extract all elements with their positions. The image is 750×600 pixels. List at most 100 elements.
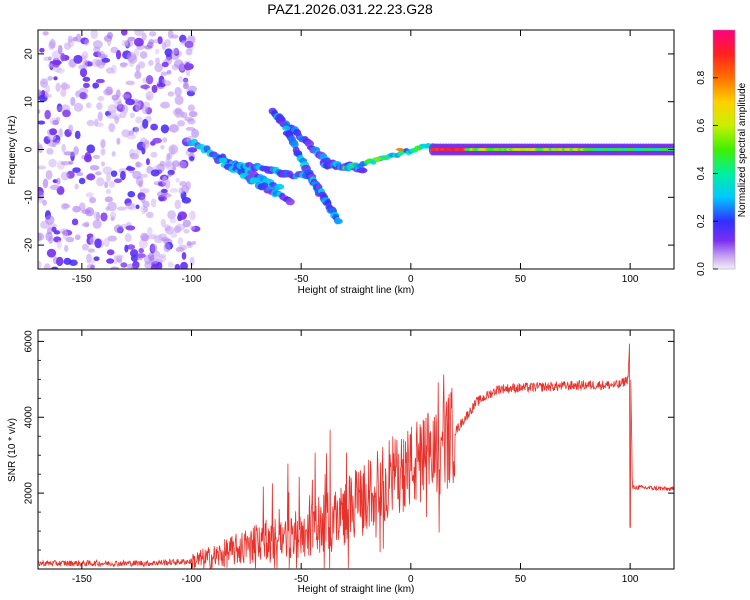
spectrogram-blob [121,39,129,47]
spectrogram-blob [92,219,102,229]
spectrogram-blob [135,102,141,112]
spectrogram-blob [89,196,97,204]
spectrogram-blob [114,115,119,125]
spectrogram-blob [38,260,42,269]
spectrogram-y-label: Frequency (Hz) [7,116,18,185]
spectrogram-blob [106,32,114,39]
spectrogram-blob [56,106,63,112]
spectrogram-blob [49,38,56,49]
spectrogram-blob [178,244,188,251]
spectrogram-blob [154,235,164,244]
spectrogram-blob [97,95,105,102]
spectrogram-blob [290,140,299,149]
spectrogram-blob [63,257,72,265]
spectrogram-blob [136,255,143,261]
spectrogram-blob [86,259,96,265]
spectrogram-blob [188,111,198,118]
snr-y-tick-label: 2000 [24,482,35,505]
spectrogram-blob [139,188,150,194]
spectrogram-blob [183,78,189,87]
spectrogram-blob [124,244,129,253]
spectrogram-blob [172,166,177,171]
spectrogram-y-tick-label: -10 [24,190,35,205]
spectrogram-x-tick-label: -100 [182,274,202,285]
spectrogram-blob [97,50,106,59]
spectrogram-blob [45,215,55,225]
spectrogram-blob [44,109,51,120]
spectrogram-blob [60,53,66,62]
spectrogram-blob [148,39,155,45]
spectrogram-blob [180,112,188,119]
spectrogram-blob [55,116,61,122]
spectrogram-blob [74,183,79,190]
spectrogram-blob [105,188,112,195]
spectrogram-blob [87,248,96,253]
spectrogram-blob [115,49,122,60]
snr-x-tick-label: 50 [515,574,527,585]
spectrogram-blob [154,48,160,55]
spectrogram-x-tick-label: 50 [515,274,527,285]
spectrogram-blob [146,211,154,219]
spectrogram-blob [160,124,170,134]
spectrogram-blob [60,160,71,166]
spectrogram-blob [334,218,343,225]
spectrogram-blob [131,265,137,269]
spectrogram-blob [96,102,103,111]
spectrogram-blob [106,36,112,47]
snr-x-tick-label: 100 [622,574,639,585]
spectrogram-blob [170,232,178,238]
spectrogram-blob [175,223,186,232]
spectrogram-blob [38,144,43,154]
spectrogram-blob [72,205,81,213]
spectrogram-blob [155,261,163,269]
spectrogram-blob [185,126,196,131]
spectrogram-blob [104,196,113,203]
spectrogram-x-tick-label: 100 [622,274,639,285]
spectrogram-blob [92,40,103,49]
spectrogram-blob [48,236,54,245]
spectrogram-blob [187,118,196,125]
spectrogram-blob [163,242,171,253]
spectrogram-blob [95,78,105,84]
spectrogram-blob [42,199,48,206]
spectrogram-blob [79,67,88,78]
spectrogram-blob [122,93,131,99]
spectrogram-blob [106,249,115,256]
spectrogram-blob [120,170,126,181]
spectrogram-blob [174,199,182,210]
spectrogram-blob [68,160,74,165]
spectrogram-blob [39,47,45,53]
snr-series-line [38,343,674,569]
spectrogram-blob [95,171,102,176]
spectrogram-blob [107,235,117,242]
figure-title: PAZ1.2026.031.22.23.G28 [267,1,433,17]
spectrogram-blob [86,119,95,127]
spectrogram-blob [117,100,123,109]
spectrogram-blob [157,36,163,45]
colorbar-ticks: 0.0 0.2 0.4 0.6 0.8 [696,70,718,276]
spectrogram-blob [155,57,160,65]
spectrogram-blob [111,151,116,157]
spectrogram-blob [45,84,51,94]
spectrogram-blob [145,90,154,101]
spectrogram-blob [104,181,109,189]
spectrogram-blob [138,61,146,69]
spectrogram-blob [165,157,171,168]
spectrogram-blob [187,147,198,153]
spectrogram-blob [143,101,150,109]
spectrogram-blob [57,44,63,55]
spectrogram-blob [152,137,162,144]
spectrogram-blob [92,82,100,89]
spectrogram-blob [160,144,165,150]
spectrogram-blob [78,177,86,185]
spectrogram-blob [38,232,43,242]
colorbar-tick-label: 0.2 [696,214,707,228]
spectrogram-blob [67,35,73,43]
spectrogram-blob [56,239,62,250]
spectrogram-blob [120,262,128,268]
spectrogram-blob [56,256,64,267]
spectrogram-blob [40,78,49,83]
spectrogram-blob [81,222,90,227]
spectrogram-y-tick-label: -20 [24,237,35,252]
